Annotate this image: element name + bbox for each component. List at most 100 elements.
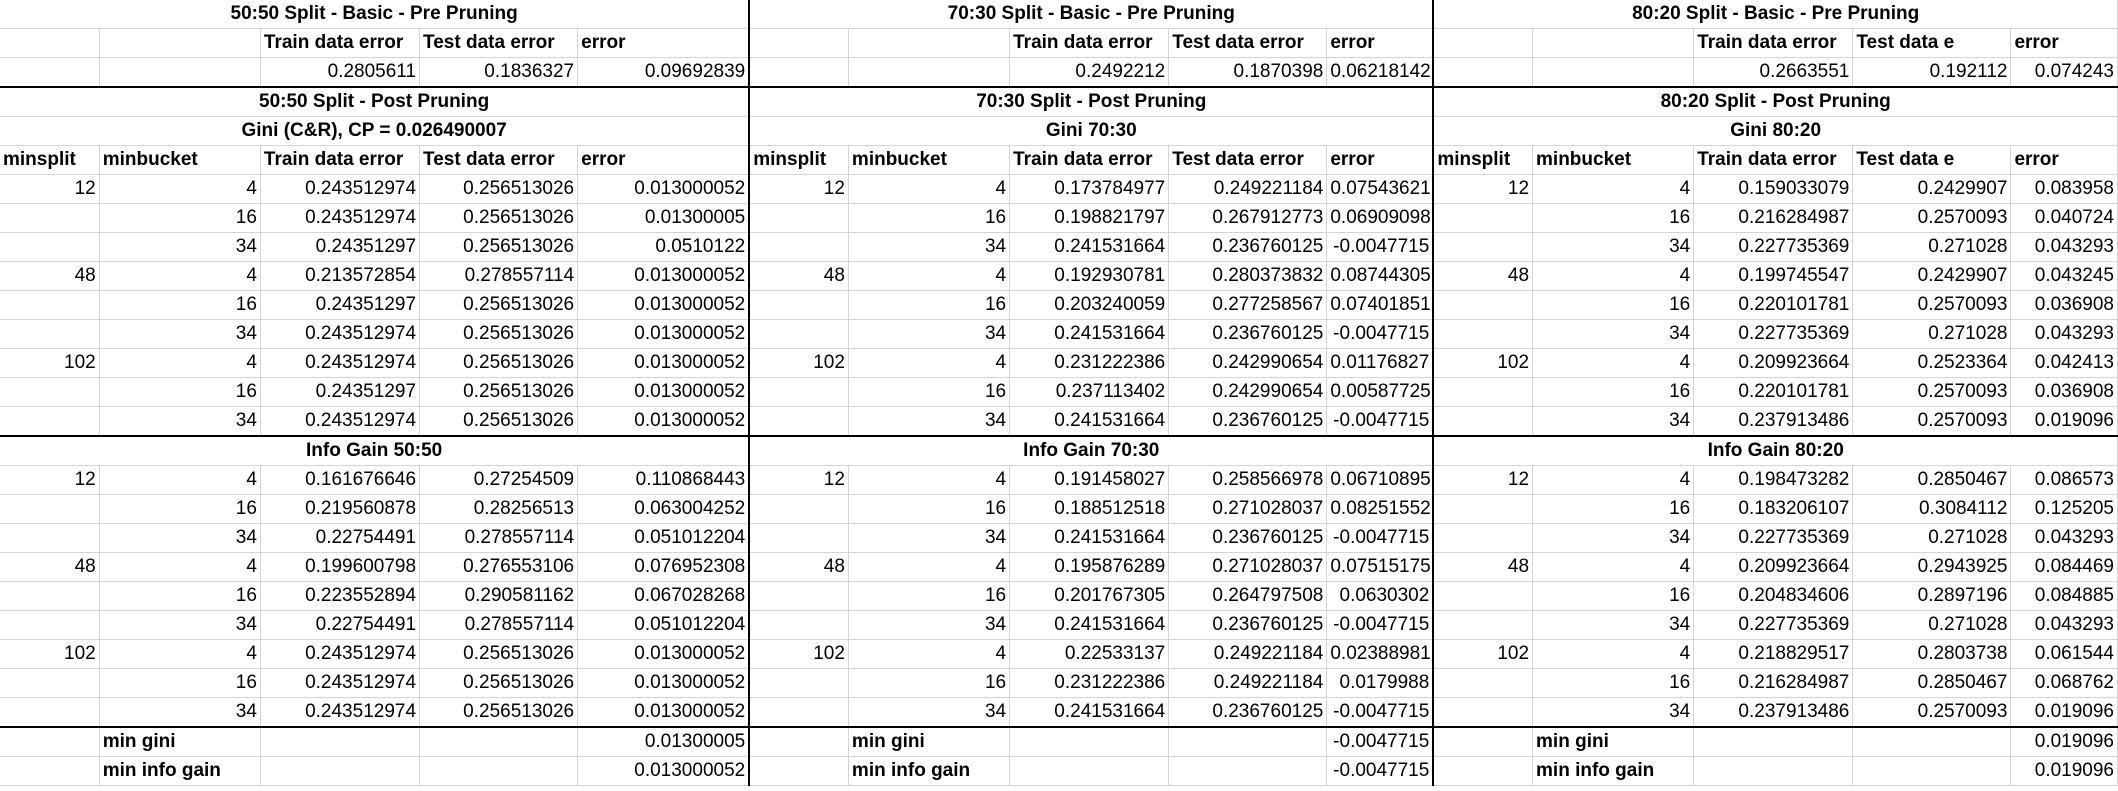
min-info-gain-label[interactable]: min info gain <box>1532 756 1695 786</box>
train-error-value[interactable]: 0.231222386 <box>1009 668 1170 698</box>
empty-cell[interactable] <box>1693 726 1854 757</box>
train-error-header[interactable]: Train data error <box>260 28 421 58</box>
test-error-value[interactable]: 0.271028 <box>1852 319 2012 349</box>
error-value[interactable]: 0.08251552 <box>1326 494 1435 524</box>
minsplit-value[interactable] <box>0 610 100 640</box>
minbucket-value[interactable]: 34 <box>848 610 1011 640</box>
test-error-value[interactable]: 0.271028 <box>1852 610 2012 640</box>
info-gain-title[interactable]: Info Gain 70:30 <box>749 435 1435 466</box>
test-error-value[interactable]: 0.1870398 <box>1168 57 1328 88</box>
error-value[interactable]: 0.019096 <box>2010 406 2118 437</box>
empty-cell[interactable] <box>260 756 421 786</box>
train-error-value[interactable]: 0.243512974 <box>260 406 421 437</box>
minsplit-value[interactable]: 102 <box>1433 639 1534 669</box>
minbucket-value[interactable]: 4 <box>848 174 1011 204</box>
train-error-value[interactable]: 0.2492212 <box>1009 57 1170 88</box>
test-error-value[interactable]: 0.256513026 <box>419 348 579 378</box>
minsplit-value[interactable] <box>749 494 849 524</box>
minbucket-value[interactable]: 34 <box>1532 406 1695 437</box>
minbucket-value[interactable]: 34 <box>99 406 261 437</box>
test-error-header[interactable]: Test data error <box>1168 28 1328 58</box>
minsplit-value[interactable] <box>1433 232 1534 262</box>
test-error-value[interactable]: 0.236760125 <box>1168 523 1328 553</box>
minbucket-value[interactable]: 4 <box>99 639 261 669</box>
error-value[interactable]: 0.00587725 <box>1326 377 1435 407</box>
test-error-value[interactable]: 0.236760125 <box>1168 610 1328 640</box>
error-value[interactable]: 0.074243 <box>2010 57 2118 88</box>
train-error-value[interactable]: 0.199600798 <box>260 552 421 582</box>
error-value[interactable]: 0.083958 <box>2010 174 2118 204</box>
minsplit-value[interactable] <box>749 319 849 349</box>
error-value[interactable]: 0.043293 <box>2010 319 2118 349</box>
test-error-value[interactable]: 0.2570093 <box>1852 697 2012 728</box>
test-error-value[interactable]: 0.27254509 <box>419 465 579 495</box>
empty-cell[interactable] <box>260 726 421 757</box>
train-error-value[interactable]: 0.219560878 <box>260 494 421 524</box>
minsplit-value[interactable] <box>749 581 849 611</box>
test-error-value[interactable]: 0.256513026 <box>419 319 579 349</box>
info-gain-title[interactable]: Info Gain 80:20 <box>1433 435 2118 466</box>
minbucket-value[interactable]: 34 <box>848 697 1011 728</box>
train-error-value[interactable]: 0.191458027 <box>1009 465 1170 495</box>
minsplit-value[interactable] <box>749 406 849 437</box>
train-error-value[interactable]: 0.2663551 <box>1693 57 1854 88</box>
minbucket-value[interactable]: 4 <box>99 465 261 495</box>
test-error-value[interactable]: 0.236760125 <box>1168 697 1328 728</box>
empty-cell[interactable] <box>1009 726 1170 757</box>
test-error-value[interactable]: 0.278557114 <box>419 261 579 291</box>
minbucket-header[interactable]: minbucket <box>848 145 1011 175</box>
test-error-value[interactable]: 0.256513026 <box>419 203 579 233</box>
minsplit-value[interactable] <box>749 290 849 320</box>
train-error-value[interactable]: 0.227735369 <box>1693 319 1854 349</box>
test-error-value[interactable]: 0.280373832 <box>1168 261 1328 291</box>
error-value[interactable]: 0.01176827 <box>1326 348 1435 378</box>
minbucket-value[interactable]: 16 <box>99 203 261 233</box>
train-error-value[interactable]: 0.204834606 <box>1693 581 1854 611</box>
empty-cell[interactable] <box>1168 726 1328 757</box>
minbucket-value[interactable]: 16 <box>99 377 261 407</box>
test-error-value[interactable]: 0.271028037 <box>1168 494 1328 524</box>
empty-cell[interactable] <box>1532 57 1695 88</box>
train-error-value[interactable]: 0.243512974 <box>260 639 421 669</box>
empty-cell[interactable] <box>1532 28 1695 58</box>
train-error-value[interactable]: 0.243512974 <box>260 203 421 233</box>
error-value[interactable]: -0.0047715 <box>1326 697 1435 728</box>
minsplit-value[interactable] <box>1433 494 1534 524</box>
train-error-value[interactable]: 0.198473282 <box>1693 465 1854 495</box>
minsplit-value[interactable]: 48 <box>0 261 100 291</box>
test-error-value[interactable]: 0.2850467 <box>1852 465 2012 495</box>
minsplit-value[interactable]: 48 <box>0 552 100 582</box>
minbucket-value[interactable]: 16 <box>1532 290 1695 320</box>
test-error-value[interactable]: 0.271028 <box>1852 232 2012 262</box>
error-value[interactable]: 0.043293 <box>2010 232 2118 262</box>
minsplit-value[interactable] <box>1433 668 1534 698</box>
empty-cell[interactable] <box>749 57 849 88</box>
minbucket-header[interactable]: minbucket <box>1532 145 1695 175</box>
error-value[interactable]: -0.0047715 <box>1326 523 1435 553</box>
error-value[interactable]: 0.043293 <box>2010 523 2118 553</box>
minbucket-value[interactable]: 4 <box>1532 348 1695 378</box>
minbucket-value[interactable]: 16 <box>1532 377 1695 407</box>
error-value[interactable]: 0.0179988 <box>1326 668 1435 698</box>
train-error-value[interactable]: 0.218829517 <box>1693 639 1854 669</box>
train-error-value[interactable]: 0.243512974 <box>260 348 421 378</box>
test-error-header[interactable]: Test data e <box>1852 28 2012 58</box>
error-value[interactable]: 0.013000052 <box>577 174 751 204</box>
test-error-value[interactable]: 0.28256513 <box>419 494 579 524</box>
minsplit-value[interactable]: 102 <box>1433 348 1534 378</box>
error-value[interactable]: 0.040724 <box>2010 203 2118 233</box>
minsplit-value[interactable]: 12 <box>0 465 100 495</box>
error-value[interactable]: 0.013000052 <box>577 261 751 291</box>
test-error-value[interactable]: 0.278557114 <box>419 610 579 640</box>
minbucket-value[interactable]: 16 <box>848 494 1011 524</box>
error-value[interactable]: 0.076952308 <box>577 552 751 582</box>
test-error-header[interactable]: Test data error <box>419 28 579 58</box>
minbucket-value[interactable]: 16 <box>1532 203 1695 233</box>
minsplit-value[interactable] <box>749 377 849 407</box>
error-value[interactable]: -0.0047715 <box>1326 319 1435 349</box>
train-error-value[interactable]: 0.203240059 <box>1009 290 1170 320</box>
error-value[interactable]: 0.051012204 <box>577 523 751 553</box>
test-error-value[interactable]: 0.2943925 <box>1852 552 2012 582</box>
minbucket-value[interactable]: 34 <box>1532 523 1695 553</box>
test-error-header[interactable]: Test data e <box>1852 145 2012 175</box>
